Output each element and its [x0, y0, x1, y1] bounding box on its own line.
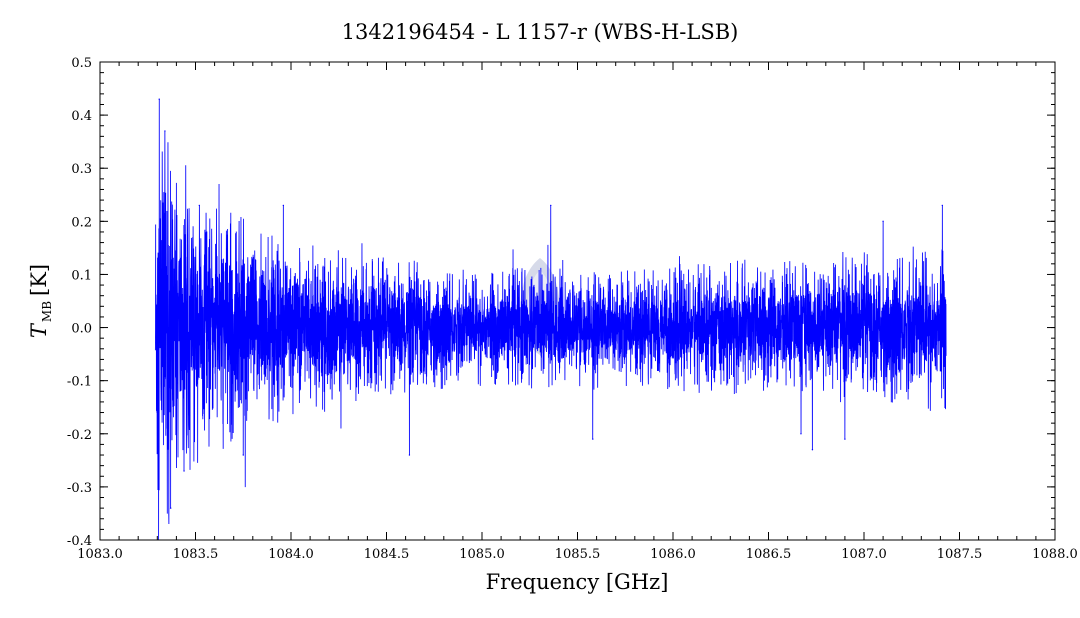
x-tick-label: 1083.5: [173, 547, 219, 562]
spectrum-peak-point: [550, 204, 552, 207]
chart-title: 1342196454 - L 1157-r (WBS-H-LSB): [342, 20, 739, 44]
x-tick-label: 1084.0: [268, 547, 314, 562]
y-tick-label: 0.0: [71, 322, 92, 337]
y-axis-title-subscript: MB: [40, 301, 54, 322]
svg-text:TMB[K]: TMB [K]: [27, 264, 54, 338]
spectrum-peak-point: [242, 454, 244, 456]
x-axis-title: Frequency [GHz]: [486, 570, 669, 594]
x-tick-label: 1088.0: [1032, 547, 1078, 562]
spectrum-peak-point: [800, 433, 802, 435]
x-tick-label: 1085.5: [555, 547, 601, 562]
y-axis-title-unit: [K]: [27, 264, 51, 296]
spectrum-peak-point: [811, 449, 814, 451]
y-tick-label: -0.4: [67, 534, 92, 549]
x-tick-label: 1083.0: [77, 547, 123, 562]
y-tick-label: -0.1: [67, 375, 92, 390]
y-tick-label: 0.3: [71, 162, 92, 177]
spectrum-peak-point: [198, 204, 201, 207]
spectrum-series-line: [154, 99, 947, 541]
spectrum-peak-point: [164, 130, 166, 132]
y-axis-title-symbol: T: [27, 322, 51, 338]
spectrum-peak-point: [169, 507, 172, 509]
y-tick-label: 0.1: [71, 268, 92, 283]
y-tick-label: 0.2: [71, 215, 92, 230]
x-tick-label: 1086.0: [650, 547, 696, 562]
spectrum-peak-point: [592, 438, 594, 440]
x-tick-label: 1086.5: [746, 547, 792, 562]
spectrum-peak-point: [158, 98, 160, 100]
y-tick-label: 0.4: [71, 109, 92, 124]
spectrum-peak-point: [941, 204, 944, 207]
spectrum-peak-point: [183, 470, 185, 472]
x-tick-label: 1087.0: [841, 547, 887, 562]
spectrum-peak-point: [882, 220, 884, 223]
plot-area: [154, 98, 947, 541]
y-tick-label: -0.3: [67, 481, 92, 496]
spectrum-peak-point: [282, 204, 285, 207]
plot-frame: [99, 61, 1056, 541]
x-tick-label: 1084.5: [364, 547, 410, 562]
x-tick-label: 1085.0: [459, 547, 505, 562]
y-tick-label: 0.5: [71, 56, 92, 71]
x-tick-label: 1087.5: [937, 547, 983, 562]
axis-ticks: 1083.0 1083.5 1084.0 1084.5 1085.0 1085.5 1086…: [67, 56, 1078, 562]
y-tick-label: -0.2: [67, 428, 92, 443]
spectrum-peak-point: [844, 438, 846, 440]
spectrum-peak-point: [408, 454, 411, 456]
y-axis-title: TMB [K]: [27, 264, 54, 338]
